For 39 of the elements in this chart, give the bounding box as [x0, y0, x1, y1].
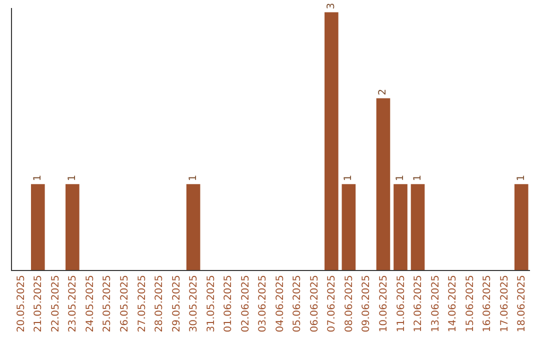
x-tick-label: 24.05.2025 [84, 275, 96, 332]
data-label: 1 [516, 174, 527, 182]
x-tick-label: 29.05.2025 [171, 275, 182, 332]
data-label: 3 [326, 2, 337, 10]
x-tick-label: 28.05.2025 [154, 275, 166, 332]
x-tick-label: 18.06.2025 [516, 275, 528, 332]
x-tick-label: 06.06.2025 [309, 275, 320, 332]
data-label: 1 [188, 174, 199, 182]
x-tick-label: 16.06.2025 [482, 275, 494, 332]
x-tick-label: 14.06.2025 [448, 275, 459, 332]
data-label: 1 [395, 174, 406, 182]
x-tick-label: 12.06.2025 [413, 275, 424, 332]
data-label: 1 [343, 174, 354, 182]
x-tick-label: 15.06.2025 [464, 275, 476, 332]
data-label: 2 [378, 88, 389, 96]
x-tick-label: 03.06.2025 [258, 275, 269, 332]
x-tick-label: 08.06.2025 [344, 275, 355, 332]
x-tick-label: 21.05.2025 [33, 275, 44, 332]
x-tick-label: 09.06.2025 [361, 275, 372, 332]
x-tick-label: 05.06.2025 [292, 275, 304, 332]
x-tick-label: 25.05.2025 [102, 275, 114, 332]
x-tick-label: 26.05.2025 [119, 275, 130, 332]
x-tick-label: 22.05.2025 [50, 275, 62, 332]
x-tick-label: 27.05.2025 [136, 275, 148, 332]
data-label: 1 [412, 174, 424, 182]
data-label: 1 [66, 174, 78, 182]
x-tick-label: 04.06.2025 [274, 275, 286, 332]
x-tick-label: 10.06.2025 [378, 275, 390, 332]
x-tick-label: 11.06.2025 [396, 275, 407, 332]
x-tick-label: 31.05.2025 [206, 275, 217, 332]
data-label: 1 [32, 174, 44, 182]
x-tick-label: 30.05.2025 [188, 275, 200, 332]
x-tick-label: 20.05.2025 [16, 275, 27, 332]
x-tick-label: 01.06.2025 [223, 275, 234, 332]
x-tick-label: 13.06.2025 [430, 275, 442, 332]
x-tick-label: 07.06.2025 [326, 275, 338, 332]
x-tick-label: 02.06.2025 [240, 275, 252, 332]
x-tick-label: 17.06.2025 [499, 275, 510, 332]
x-tick-label: 23.05.2025 [68, 275, 79, 332]
